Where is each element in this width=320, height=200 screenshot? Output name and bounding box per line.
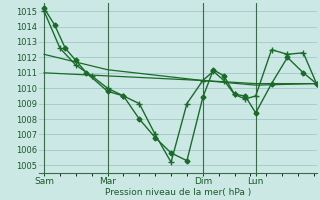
X-axis label: Pression niveau de la mer( hPa ): Pression niveau de la mer( hPa ): [105, 188, 251, 197]
